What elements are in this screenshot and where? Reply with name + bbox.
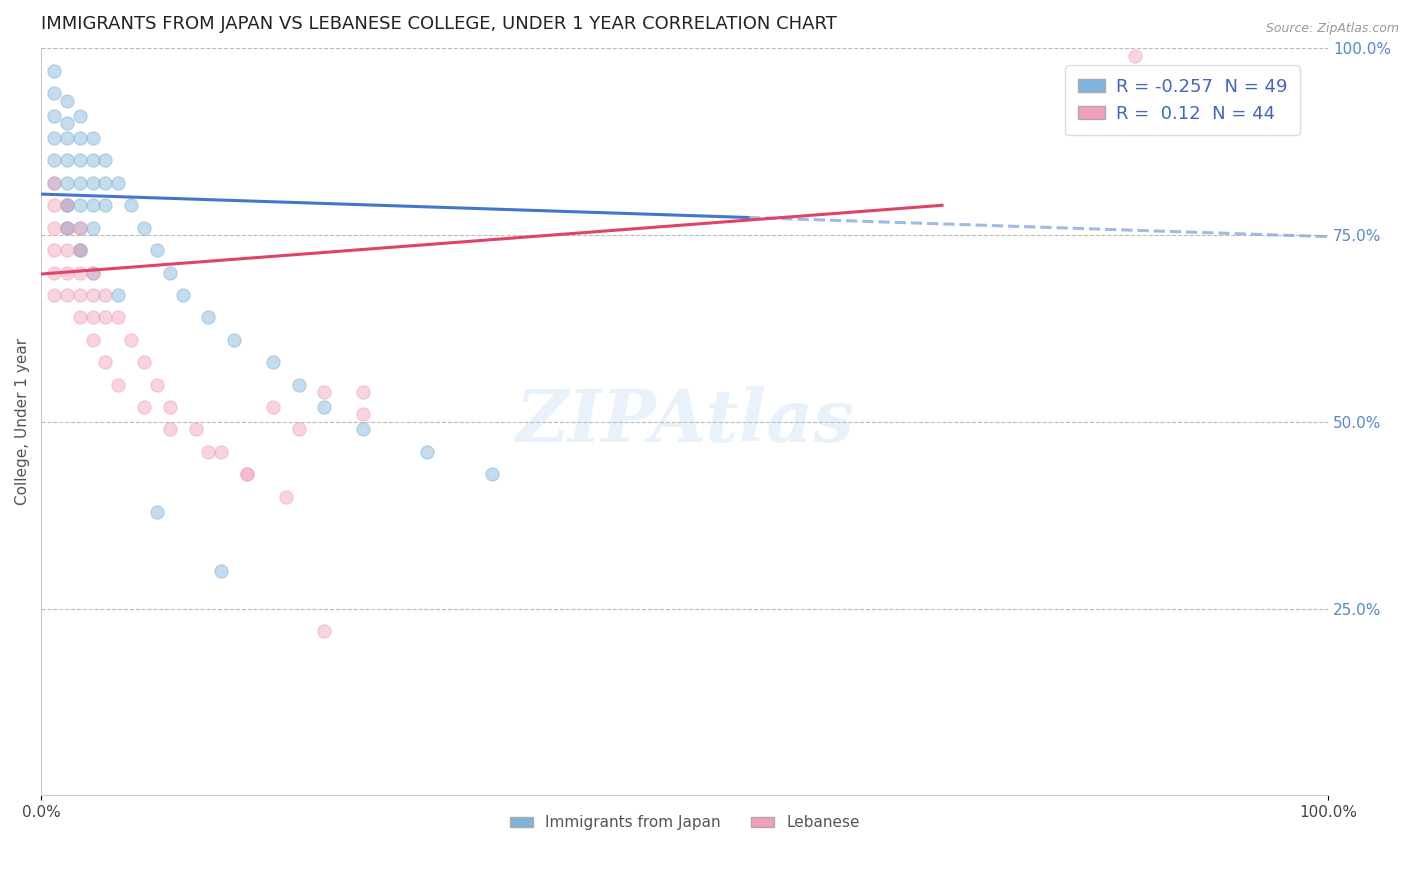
Point — [82, 333, 104, 347]
Text: IMMIGRANTS FROM JAPAN VS LEBANESE COLLEGE, UNDER 1 YEAR CORRELATION CHART: IMMIGRANTS FROM JAPAN VS LEBANESE COLLEG… — [41, 15, 837, 33]
Point — [69, 176, 91, 190]
Point — [352, 422, 374, 436]
Point — [69, 243, 91, 257]
Point — [94, 153, 117, 168]
Point — [94, 176, 117, 190]
Point — [42, 131, 65, 145]
Point — [352, 408, 374, 422]
Point — [69, 220, 91, 235]
Point — [82, 153, 104, 168]
Point — [184, 422, 207, 436]
Point — [146, 377, 169, 392]
Point — [120, 333, 142, 347]
Point — [352, 385, 374, 400]
Point — [56, 116, 79, 130]
Point — [69, 310, 91, 325]
Point — [82, 266, 104, 280]
Point — [146, 504, 169, 518]
Point — [274, 490, 297, 504]
Point — [69, 243, 91, 257]
Point — [132, 355, 155, 369]
Point — [314, 400, 336, 414]
Point — [56, 131, 79, 145]
Point — [69, 131, 91, 145]
Point — [159, 400, 181, 414]
Point — [82, 310, 104, 325]
Point — [42, 109, 65, 123]
Point — [132, 400, 155, 414]
Point — [120, 198, 142, 212]
Point — [82, 198, 104, 212]
Point — [82, 266, 104, 280]
Point — [159, 422, 181, 436]
Point — [107, 176, 129, 190]
Point — [69, 243, 91, 257]
Point — [42, 243, 65, 257]
Text: Source: ZipAtlas.com: Source: ZipAtlas.com — [1265, 22, 1399, 36]
Point — [42, 87, 65, 101]
Point — [236, 467, 259, 482]
Point — [42, 266, 65, 280]
Text: ZIPAtlas: ZIPAtlas — [515, 386, 853, 458]
Point — [481, 467, 503, 482]
Point — [94, 355, 117, 369]
Point — [56, 198, 79, 212]
Point — [69, 266, 91, 280]
Point — [82, 288, 104, 302]
Point — [69, 220, 91, 235]
Point — [224, 333, 246, 347]
Point — [42, 176, 65, 190]
Point — [209, 564, 232, 578]
Point — [236, 467, 259, 482]
Point — [56, 153, 79, 168]
Point — [56, 198, 79, 212]
Point — [69, 198, 91, 212]
Point — [42, 153, 65, 168]
Point — [132, 220, 155, 235]
Point — [56, 220, 79, 235]
Point — [42, 63, 65, 78]
Point — [56, 220, 79, 235]
Point — [94, 288, 117, 302]
Point — [107, 377, 129, 392]
Point — [197, 444, 219, 458]
Point — [159, 266, 181, 280]
Y-axis label: College, Under 1 year: College, Under 1 year — [15, 338, 30, 506]
Point — [56, 198, 79, 212]
Point — [416, 444, 439, 458]
Point — [82, 220, 104, 235]
Point — [69, 288, 91, 302]
Point — [56, 94, 79, 108]
Point — [262, 400, 284, 414]
Point — [314, 624, 336, 638]
Point — [82, 131, 104, 145]
Point — [42, 220, 65, 235]
Point — [197, 310, 219, 325]
Point — [42, 288, 65, 302]
Point — [146, 243, 169, 257]
Point — [107, 310, 129, 325]
Point — [94, 310, 117, 325]
Point — [56, 243, 79, 257]
Point — [56, 176, 79, 190]
Point — [287, 422, 309, 436]
Legend: Immigrants from Japan, Lebanese: Immigrants from Japan, Lebanese — [503, 809, 866, 837]
Point — [94, 198, 117, 212]
Point — [56, 266, 79, 280]
Point — [107, 288, 129, 302]
Point — [172, 288, 194, 302]
Point — [69, 153, 91, 168]
Point — [42, 198, 65, 212]
Point — [56, 220, 79, 235]
Point — [287, 377, 309, 392]
Point — [56, 288, 79, 302]
Point — [262, 355, 284, 369]
Point — [69, 109, 91, 123]
Point — [82, 176, 104, 190]
Point — [314, 385, 336, 400]
Point — [1123, 49, 1146, 63]
Point — [209, 444, 232, 458]
Point — [42, 176, 65, 190]
